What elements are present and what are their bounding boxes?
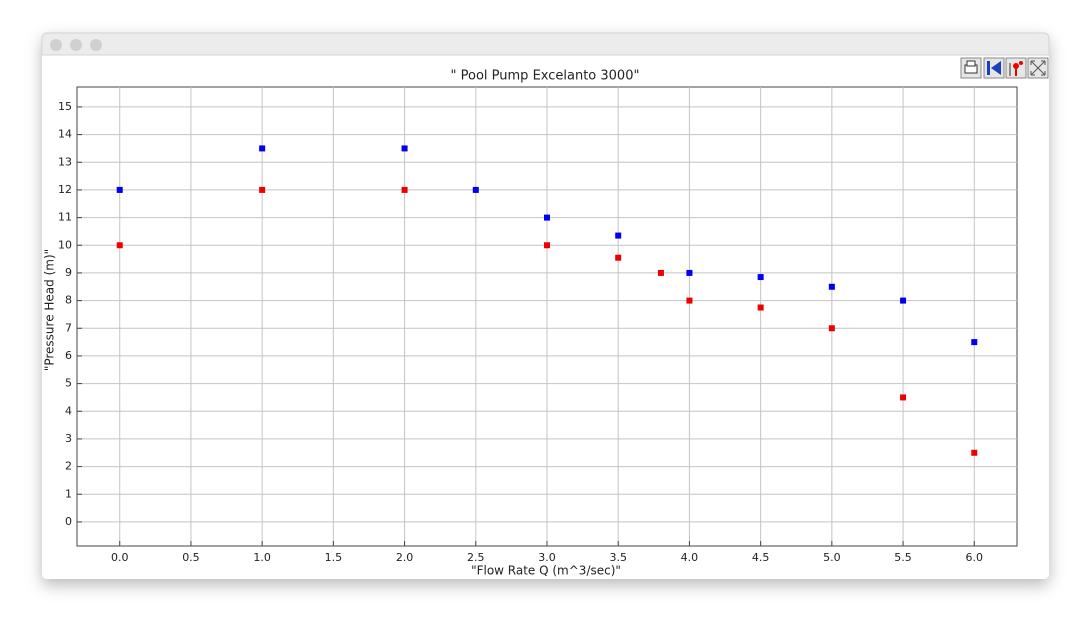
x-tick-label: 2.5 [467, 551, 485, 564]
chart-title: " Pool Pump Excelanto 3000" [451, 69, 640, 84]
point [259, 145, 266, 152]
reset-button[interactable] [983, 57, 1005, 79]
point [615, 254, 622, 261]
y-tick-label: 14 [58, 128, 72, 141]
y-tick-label: 10 [58, 238, 72, 251]
point [544, 242, 550, 249]
x-tick-label: 3.5 [609, 551, 627, 564]
point [971, 339, 978, 346]
y-tick-label: 2 [65, 460, 72, 473]
x-tick-label: 0.5 [182, 551, 200, 564]
print-button[interactable] [960, 57, 982, 79]
point [259, 186, 266, 193]
x-tick-label: 1.5 [325, 551, 343, 564]
point [828, 283, 835, 290]
y-tick-label: 0 [65, 515, 72, 528]
point [116, 186, 123, 193]
x-tick-label: 5.5 [894, 551, 912, 564]
x-tick-label: 2.0 [396, 551, 414, 564]
y-tick-label: 6 [65, 349, 72, 362]
y-tick-label: 9 [65, 266, 72, 279]
x-tick-label: 4.5 [752, 551, 770, 564]
x-tick-label: 3.0 [538, 551, 556, 564]
y-tick-label: 1 [65, 487, 72, 500]
zoom-button[interactable] [90, 39, 102, 51]
point [401, 145, 408, 152]
point [116, 242, 123, 249]
point [757, 274, 764, 281]
title-bar [41, 32, 1050, 56]
y-tick-label: 7 [65, 321, 72, 334]
x-tick-label: 4.0 [681, 551, 699, 564]
fullscreen-button[interactable] [1027, 57, 1049, 79]
y-tick-label: 5 [65, 377, 72, 390]
y-tick-label: 15 [58, 100, 72, 113]
point [472, 186, 479, 193]
minimize-button[interactable] [70, 39, 82, 51]
y-tick-label: 12 [58, 183, 72, 196]
x-tick-label: 0.0 [111, 551, 129, 564]
x-axis-label: "Flow Rate Q (m^3/sec)" [471, 564, 621, 578]
point [401, 186, 408, 193]
point [615, 232, 622, 239]
plot-layer: 0.0 0.5 1.0 1.5 2.0 2.5 3.0 3.5 4.0 4.5 5.0 5.5 6.0 0… [58, 87, 1017, 564]
point [900, 297, 907, 304]
point [900, 394, 907, 401]
x-tick-label: 5.0 [823, 551, 841, 564]
y-tick-label: 4 [65, 404, 72, 417]
points-button[interactable] [1005, 57, 1027, 79]
y-tick-label: 8 [65, 294, 72, 307]
point [828, 325, 835, 332]
y-tick-label: 3 [65, 432, 72, 445]
point [971, 449, 978, 456]
point [657, 269, 664, 276]
point [544, 214, 550, 221]
x-tick-label: 1.0 [253, 551, 271, 564]
point [686, 269, 693, 276]
y-tick-label: 11 [58, 211, 72, 224]
point [757, 304, 764, 311]
y-tick-label: 13 [58, 155, 72, 168]
toolbar [960, 57, 1049, 79]
point [686, 297, 693, 304]
y-axis-label: "Pressure Head (m)" [43, 249, 57, 371]
x-tick-label: 6.0 [966, 551, 984, 564]
close-button[interactable] [50, 39, 62, 51]
